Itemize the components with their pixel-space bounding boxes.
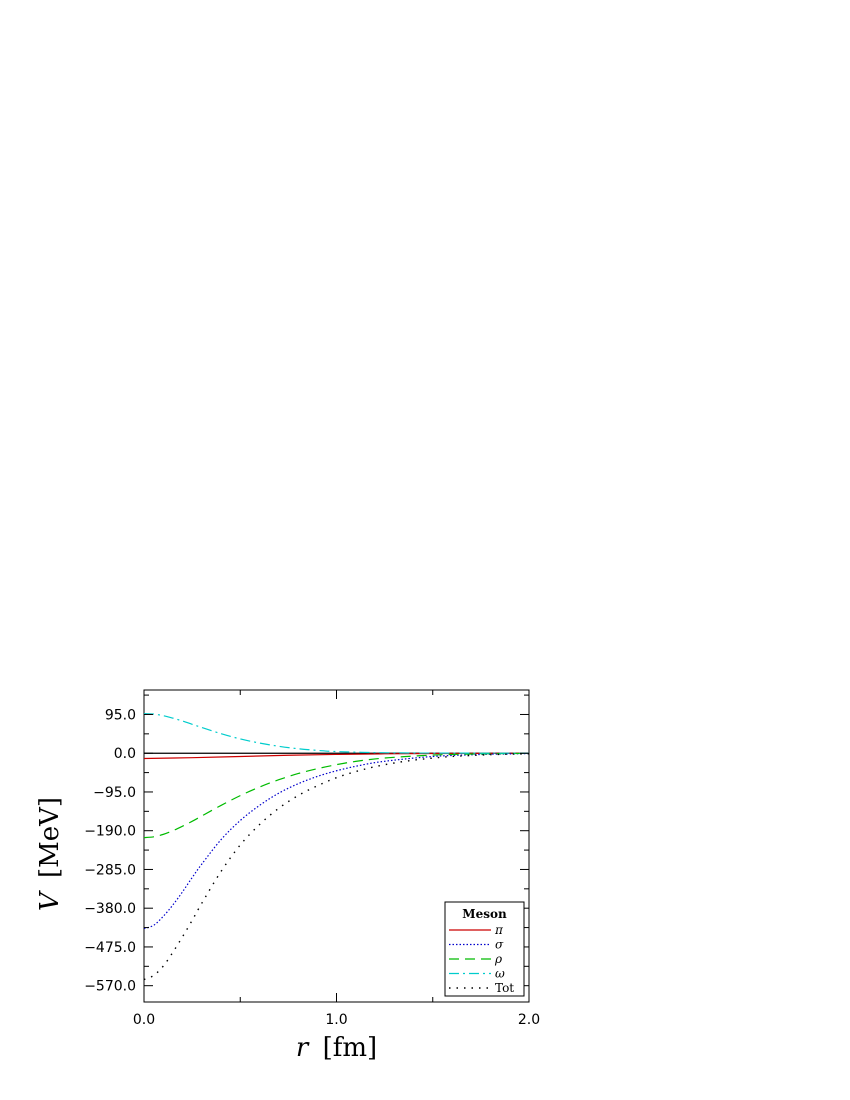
y-axis: 95.0 0.0 −95.0 −190.0 −285.0 −380.0 −475.0 −570… [84,694,529,995]
legend-label: σ [495,938,504,952]
series-group [144,713,529,981]
series-line-σ [144,753,529,930]
x-axis-title: r [fm] [296,1033,377,1063]
series-line-ω [144,713,529,754]
series-line-ρ [144,752,529,839]
y-tick-label: 95.0 [105,707,136,723]
legend-box [444,901,525,997]
x-tick-label: 2.0 [518,1012,540,1028]
y-tick-label: 0.0 [114,746,136,762]
y-tick-label: −570.0 [84,979,136,995]
legend-label: ρ [494,952,502,966]
y-tick-label: −285.0 [84,862,136,878]
x-axis: 0.0 1.0 2.0 [133,690,540,1028]
legend-label: Tot [495,981,514,995]
y-axis-var: V [35,890,65,911]
legend-label: π [494,923,504,937]
series-line-Tot [144,753,529,981]
x-tick-label: 1.0 [325,1012,347,1028]
y-tick-label: −190.0 [84,824,136,840]
x-axis-unit: [fm] [323,1033,378,1063]
y-tick-label: −475.0 [84,940,136,956]
legend-title: Meson [462,907,507,921]
x-axis-var: r [296,1033,310,1063]
x-tick-label: 0.0 [133,1012,155,1028]
y-tick-label: −95.0 [93,785,136,801]
y-tick-label: −380.0 [84,901,136,917]
legend-label: ω [495,967,505,981]
y-axis-unit: [MeV] [35,797,65,878]
y-axis-title: V [MeV] [35,797,65,911]
